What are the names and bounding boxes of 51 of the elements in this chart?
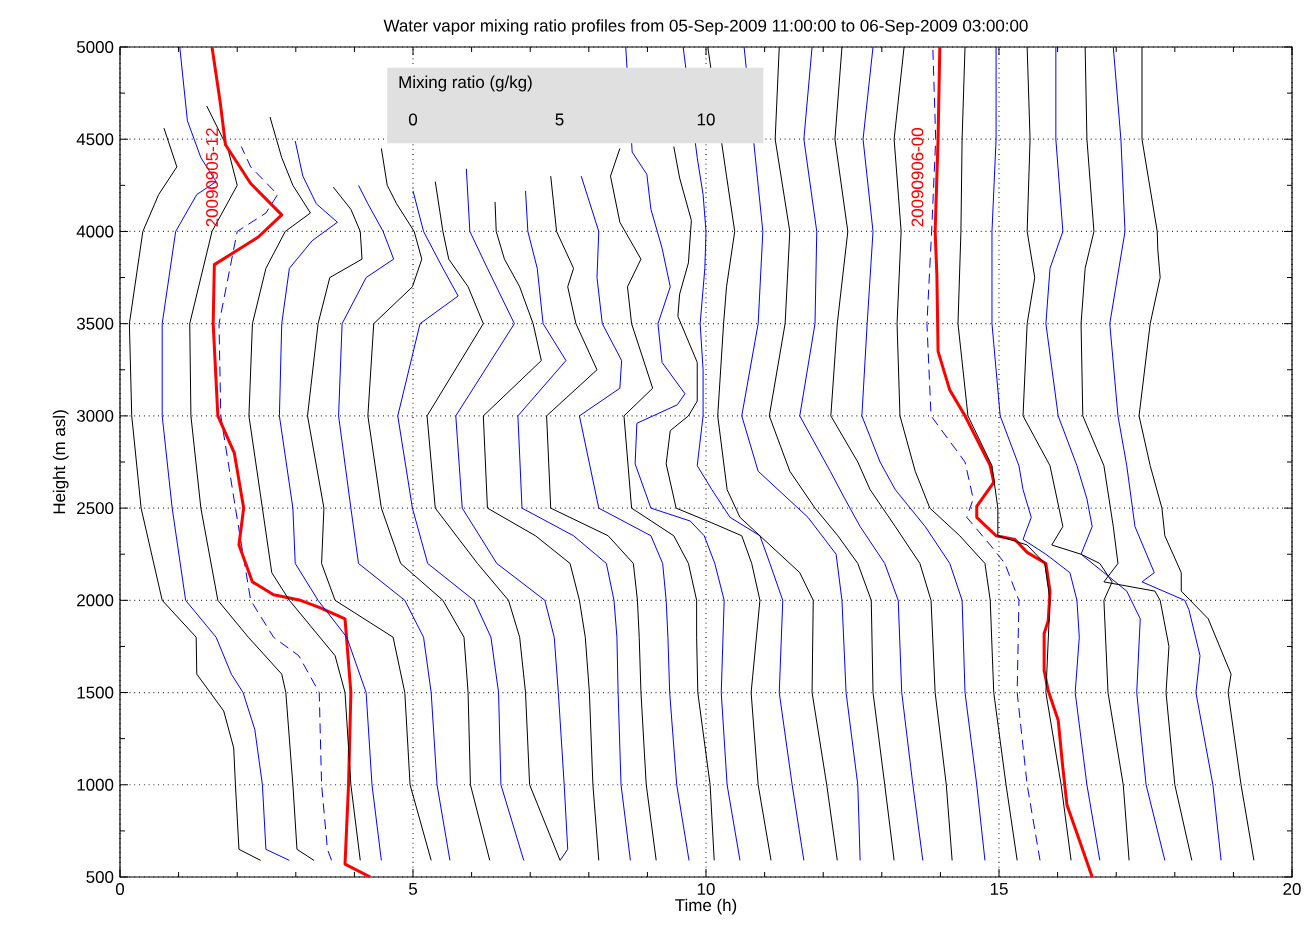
x2-tick-label: 10 [697,113,715,126]
line-series [426,181,561,861]
x-tick-label: 0 [115,883,125,896]
y-tick-label: 2000 [77,594,114,607]
y-tick-label: 5000 [76,41,114,53]
line-series [665,146,772,861]
line-series [338,184,451,861]
y-tick-label: 1500 [77,686,114,699]
y-tick-label: 500 [86,871,114,883]
line-series [1109,46,1222,861]
line-series [218,146,333,861]
y-axis-title: Height (m asl) [52,410,69,514]
line-series [397,190,525,861]
line-series [991,46,1101,861]
line-series [578,175,690,861]
y-tick-label: 2500 [77,502,114,515]
x-axis-title: Time (h) [675,898,737,915]
y-tick-label: 3000 [76,409,114,422]
line-series [1045,46,1166,861]
line-series [799,46,924,861]
line-series [933,46,1094,877]
line-series [861,46,986,861]
line-series [128,127,262,861]
text: 20090906-00 [911,128,924,227]
line-series [546,175,657,861]
y-tick-label: 1000 [77,778,114,791]
line-series [367,147,491,861]
line-series [455,168,569,861]
line-series [482,201,600,861]
y-tick-label: 4500 [76,133,114,146]
line-series [609,147,715,861]
line-series [278,140,382,861]
x-tick-label: 20 [1283,883,1301,896]
line-series [517,190,631,861]
x-tick-label: 10 [697,883,715,896]
line-series [189,105,315,861]
line-series [926,46,1041,861]
line-series [625,46,741,861]
x-tick-label: 15 [990,883,1008,895]
line-series [161,46,290,861]
line-series [307,186,432,861]
text: 20090905-12 [206,128,218,227]
y-tick-label: 4000 [76,225,114,238]
y-tick-label: 3500 [76,317,114,330]
x2-tick-label: 0 [408,113,418,126]
line-series [741,46,861,861]
chart-title: Water vapor mixing ratio profiles from 05-Sep-2009 11:00:00 to 06-Sep-2009 03:00:00 [383,19,1028,35]
x2-axis-title: Mixing ratio (g/kg) [399,75,532,92]
line-series [682,46,805,861]
x-tick-label: 5 [408,883,418,895]
x2-tick-label: 5 [555,113,564,126]
